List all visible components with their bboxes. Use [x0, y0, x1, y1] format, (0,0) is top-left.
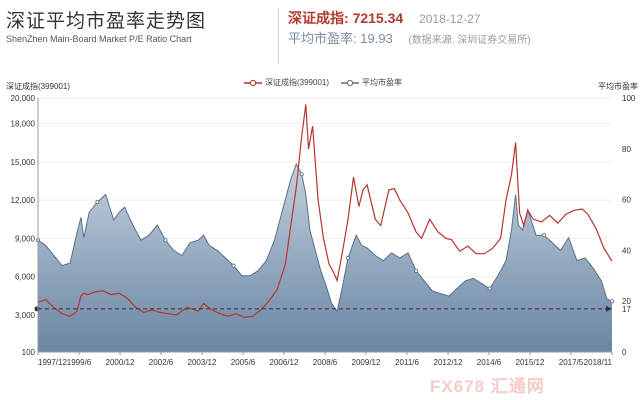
pe-reference-arrow [606, 305, 612, 312]
pe-point [163, 238, 168, 243]
header-divider [278, 8, 279, 64]
pe-label: 平均市盈率: [288, 31, 357, 46]
y-right-tick-label: 60 [622, 196, 631, 205]
x-tick-label: 2006/12 [270, 358, 299, 367]
x-tick-label: 2005/6 [231, 358, 256, 367]
pe-point [346, 256, 351, 261]
legend-index-label: 深证成指(399001) [265, 78, 330, 87]
x-tick-label: 2000/12 [106, 358, 135, 367]
x-tick-label: 2003/12 [188, 358, 217, 367]
x-tick-label: 2008/6 [313, 358, 338, 367]
y-right-tick-label: 0 [622, 348, 627, 357]
y-left-tick-label: 20,000 [11, 94, 36, 103]
pe-point [414, 268, 419, 273]
y-left-tick-label: 100 [22, 348, 36, 357]
x-tick-label: 2009/12 [352, 358, 381, 367]
x-tick-label: 2011/6 [395, 358, 419, 367]
x-tick-label: 2017/5 [559, 358, 584, 367]
pe-point [487, 286, 492, 291]
index-info: 深证成指: 7215.34 2018-12-27 [288, 8, 480, 28]
legend-pe-label: 平均市盈率 [362, 78, 403, 87]
pe-point [542, 233, 547, 238]
pe-value: 19.93 [360, 31, 393, 46]
y-right-tick-label: 20 [622, 297, 631, 306]
index-line [37, 104, 613, 319]
pe-line [37, 162, 613, 313]
pe-reference-start [34, 306, 40, 312]
data-source: (数据来源: 深圳证券交易所) [408, 35, 531, 46]
y-right-tick-label: 100 [622, 94, 636, 103]
pe-point [610, 299, 615, 304]
x-tick-label: 2002/6 [149, 358, 174, 367]
y-left-tick-label: 12,000 [11, 196, 36, 205]
y-axis-left-label: 深证成指(399001) [6, 82, 71, 91]
y-right-tick-label: 80 [622, 145, 631, 154]
legend: 深证成指(399001) 平均市盈率 [244, 77, 402, 88]
x-tick-label: 1999/6 [67, 358, 92, 367]
y-left-tick-label: 9,000 [15, 234, 36, 243]
watermark: FX678 汇通网 [430, 377, 545, 396]
y-right-tick-label: 40 [622, 246, 631, 255]
y-left-tick-label: 3,000 [15, 311, 36, 320]
pe-reference-label: 17 [622, 305, 631, 314]
y-left-tick-label: 6,000 [15, 273, 36, 282]
pe-point [299, 172, 304, 177]
pe-point [95, 200, 100, 205]
legend-item-index[interactable]: 深证成指(399001) [244, 77, 329, 88]
x-tick-label: 2014/6 [477, 358, 502, 367]
x-tick-label: 2015/12 [516, 358, 545, 367]
legend-index-swatch [244, 79, 262, 86]
pe-area [38, 164, 612, 352]
y-axis-right-label: 平均市盈率 [598, 82, 638, 91]
legend-item-pe[interactable]: 平均市盈率 [341, 77, 402, 88]
y-left-tick-label: 18,000 [11, 120, 36, 129]
index-label: 深证成指: [288, 10, 349, 26]
x-tick-label: 2018/11 [584, 358, 613, 367]
x-tick-label: 1997/12 [38, 358, 67, 367]
pe-point [231, 263, 236, 268]
legend-pe-swatch [341, 79, 360, 86]
x-tick-label: 2012/12 [434, 358, 463, 367]
data-date: 2018-12-27 [419, 12, 481, 26]
index-value: 7215.34 [352, 10, 404, 26]
chart-title: 深证平均市盈率走势图 [6, 11, 207, 32]
y-left-tick-label: 15,000 [11, 158, 36, 167]
chart-subtitle: ShenZhen Main-Board Market P/E Ratio Cha… [6, 34, 192, 44]
pe-info: 平均市盈率: 19.93 (数据来源: 深圳证券交易所) [288, 28, 531, 47]
